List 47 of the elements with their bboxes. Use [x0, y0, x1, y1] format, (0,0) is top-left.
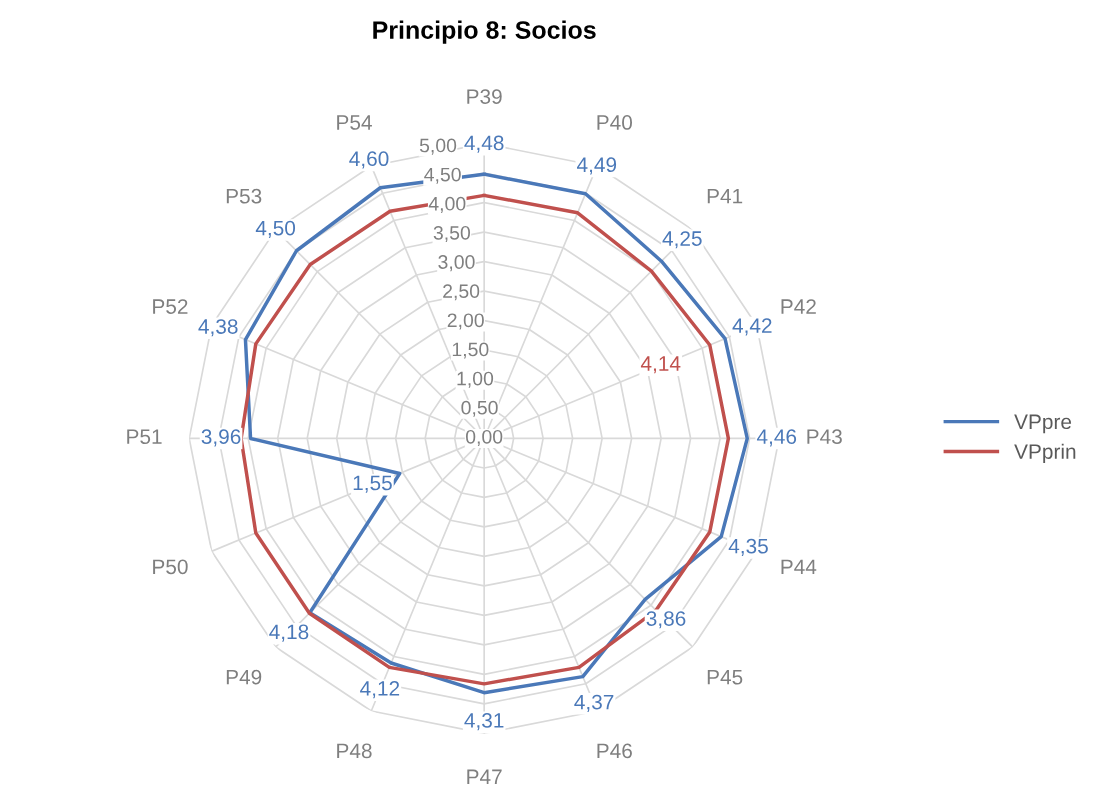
- y-tick-label: 3,50: [433, 225, 471, 243]
- spoke-label: P40: [597, 115, 633, 130]
- legend-label: VPprin: [1014, 443, 1076, 464]
- spoke-label: P42: [781, 299, 816, 314]
- y-tick-label: 5,00: [419, 138, 457, 155]
- y-tick-label: 0,00: [465, 429, 503, 446]
- y-tick-label: 4,50: [424, 167, 461, 184]
- data-label: 4,42: [732, 318, 772, 336]
- spoke-label: P47: [467, 769, 502, 784]
- y-tick-label: 1,00: [457, 371, 494, 388]
- data-label: 4,37: [574, 694, 614, 712]
- y-tick-label: 3,00: [438, 255, 475, 272]
- data-label: 4,49: [577, 157, 617, 175]
- y-tick-label: 0,50: [461, 400, 498, 417]
- data-label: 4,46: [756, 429, 797, 447]
- spoke-label: P49: [226, 669, 262, 685]
- spoke-label: P44: [781, 559, 817, 574]
- spoke-label: P54: [337, 115, 372, 130]
- data-label: 4,50: [255, 220, 296, 238]
- data-label: 4,18: [269, 624, 309, 642]
- data-label: 4,48: [464, 135, 504, 153]
- spoke-label: P53: [226, 188, 262, 204]
- data-label: 4,12: [360, 681, 400, 699]
- data-label: 3,96: [201, 429, 241, 447]
- spoke-label: P43: [807, 429, 842, 445]
- data-label: 4,14: [640, 356, 681, 374]
- spoke-label: P50: [153, 559, 188, 575]
- spoke-label: P46: [597, 743, 632, 759]
- data-label: 4,25: [662, 231, 702, 249]
- spoke-label: P48: [337, 743, 372, 759]
- legend-label: VPpre: [1014, 414, 1072, 434]
- data-label: 4,35: [728, 538, 768, 556]
- y-tick-label: 1,50: [452, 342, 489, 359]
- data-label: 4,31: [464, 713, 504, 731]
- data-label: 1,55: [353, 475, 392, 493]
- spoke-label: P45: [707, 669, 743, 685]
- data-label: 4,60: [349, 151, 389, 169]
- y-tick-label: 2,00: [447, 313, 484, 330]
- data-label: 3,86: [646, 611, 686, 629]
- chart-title: Principio 8: Socios: [373, 20, 596, 44]
- spoke-label: P51: [127, 429, 162, 445]
- y-tick-label: 2,50: [443, 284, 480, 301]
- spoke-label: P39: [467, 89, 502, 104]
- y-tick-label: 4,00: [428, 196, 466, 213]
- spoke-label: P41: [707, 189, 743, 204]
- data-label: 4,38: [198, 319, 238, 337]
- spoke-label: P52: [153, 299, 188, 314]
